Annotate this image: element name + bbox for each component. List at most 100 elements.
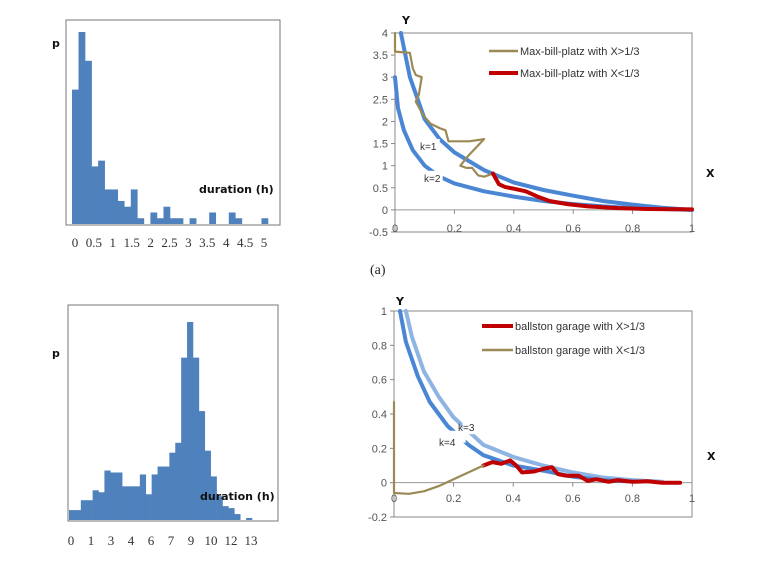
x-tick-label: 0.2 xyxy=(447,223,462,235)
hist-bar xyxy=(139,474,147,520)
tick-label: 4 xyxy=(128,533,135,548)
hist-bar xyxy=(110,472,117,520)
tick-label: 13 xyxy=(245,533,258,548)
hist-bottom-tick-labels: 0 1 3 4 6 7 9 10 12 13 xyxy=(68,533,258,548)
y-tick-label: 4 xyxy=(382,28,388,40)
hist-bar xyxy=(117,200,125,224)
tick-label: 7 xyxy=(168,533,175,548)
hist-bar xyxy=(91,166,99,224)
hist-bar xyxy=(176,218,184,224)
hist-bar xyxy=(216,496,223,520)
y-tick-label: 2 xyxy=(382,116,388,128)
hist-bar xyxy=(133,486,141,520)
y-tick-label: 1 xyxy=(381,306,387,318)
x-tick-label: 0 xyxy=(392,223,398,235)
hist-bar xyxy=(150,212,158,224)
hist-bar xyxy=(222,506,229,520)
y-tick-label: 0.8 xyxy=(372,340,387,352)
tick-label: 0 xyxy=(72,235,79,250)
hist-bar xyxy=(261,218,269,224)
curves-bottom-xlabel: X xyxy=(707,450,716,463)
annotation-k4: k=4 xyxy=(439,438,456,449)
hist-bar xyxy=(122,486,129,520)
tick-label: 2.5 xyxy=(161,235,177,250)
annotation-k3: k=3 xyxy=(458,423,475,434)
hist-top-tick-labels: 0 0.5 1 1.5 2 2.5 3 3.5 4 4.5 5 xyxy=(72,235,268,250)
hist-bottom-ylabel: p xyxy=(52,347,60,360)
annotation-background xyxy=(415,138,440,151)
hist-bar xyxy=(104,189,112,224)
x-tick-label: 0.2 xyxy=(446,493,461,505)
hist-bar xyxy=(163,206,171,224)
hist-bar xyxy=(111,189,119,224)
hist-bar xyxy=(98,160,105,224)
hist-bar xyxy=(72,89,79,224)
annotation-background xyxy=(418,170,443,183)
legend-label-ballston-lt: ballston garage with X<1/3 xyxy=(515,345,645,357)
x-tick-label: 1 xyxy=(689,493,695,505)
hist-bar xyxy=(80,500,88,520)
hist-bar xyxy=(69,510,76,520)
y-tick-label: 0 xyxy=(382,205,388,217)
tick-label: 3 xyxy=(108,533,115,548)
hist-bar xyxy=(145,494,152,520)
y-tick-label: 3 xyxy=(382,72,388,84)
curves-top-tick-labels: -0.5 0 0.5 1 1.5 2 2.5 3 3.5 4 0 0.2 0.4 0.6 0.8 1 xyxy=(369,28,695,239)
curves-bottom-series xyxy=(392,309,683,495)
hist-bar xyxy=(209,212,217,224)
curves-bottom-axes xyxy=(390,310,693,518)
hist-bottom-chart: 0 1 3 4 6 7 9 10 12 13 p duration (h) xyxy=(52,304,279,548)
hist-bar xyxy=(170,218,177,224)
tick-label: 0.5 xyxy=(86,235,102,250)
x-tick-label: 0.6 xyxy=(565,493,580,505)
hist-bar xyxy=(116,472,123,520)
x-tick-label: 0.4 xyxy=(506,223,521,235)
hist-bar xyxy=(187,322,194,520)
hist-top-xlabel: duration (h) xyxy=(199,183,274,196)
hist-bar xyxy=(92,490,99,520)
curves-top-axes xyxy=(391,32,693,233)
hist-bar xyxy=(210,476,217,520)
y-tick-label: 1 xyxy=(382,161,388,173)
hist-bottom-xlabel: duration (h) xyxy=(200,490,275,503)
hist-bar xyxy=(234,514,241,520)
curves-top-chart: -0.500.511.522.533.540 0.2 0.4 0.6 0.8 1 Y X … xyxy=(369,14,715,239)
hist-bottom-frame xyxy=(67,304,279,522)
y-tick-label: 0 xyxy=(381,478,387,490)
y-tick-label: 1.5 xyxy=(373,139,388,151)
hist-bar xyxy=(98,492,105,520)
hist-bar xyxy=(104,470,111,520)
legend-label-ballston-gt: ballston garage with X>1/3 xyxy=(515,321,645,333)
tick-label: 4.5 xyxy=(237,235,253,250)
hist-bar xyxy=(189,218,197,224)
hist-bar xyxy=(198,411,206,520)
y-tick-label: 0.4 xyxy=(372,409,387,421)
y-tick-label: -0.5 xyxy=(369,227,388,239)
annotation-k2: k=2 xyxy=(424,174,441,185)
hist-top-ylabel: p xyxy=(52,37,60,50)
y-tick-label: 3.5 xyxy=(373,50,388,62)
legend-label-max-bill-lt: Max-bill-platz with X<1/3 xyxy=(520,68,640,80)
hist-bar xyxy=(228,508,235,520)
annotation-background xyxy=(441,430,466,443)
figure-caption: (a) xyxy=(370,263,386,278)
curves-bottom-ylabel: Y xyxy=(395,295,405,308)
hist-bar xyxy=(85,60,92,224)
plot-frame xyxy=(394,32,693,233)
x-tick-label: 0.6 xyxy=(566,223,581,235)
tick-label: 1 xyxy=(110,235,117,250)
hist-bar xyxy=(86,500,93,520)
y-tick-label: 0.6 xyxy=(372,375,387,387)
hist-bar xyxy=(156,218,164,224)
series-line-ballston-garage-with-x-1-3 xyxy=(481,458,683,485)
tick-label: 10 xyxy=(205,533,218,548)
hist-bar xyxy=(163,466,170,520)
hist-bar xyxy=(175,442,182,520)
y-tick-label: -0.2 xyxy=(368,512,387,524)
tick-label: 12 xyxy=(225,533,238,548)
curves-top-ylabel: Y xyxy=(401,14,411,27)
hist-bar xyxy=(78,32,86,224)
x-tick-label: 0.4 xyxy=(506,493,521,505)
x-tick-label: 0 xyxy=(391,493,397,505)
